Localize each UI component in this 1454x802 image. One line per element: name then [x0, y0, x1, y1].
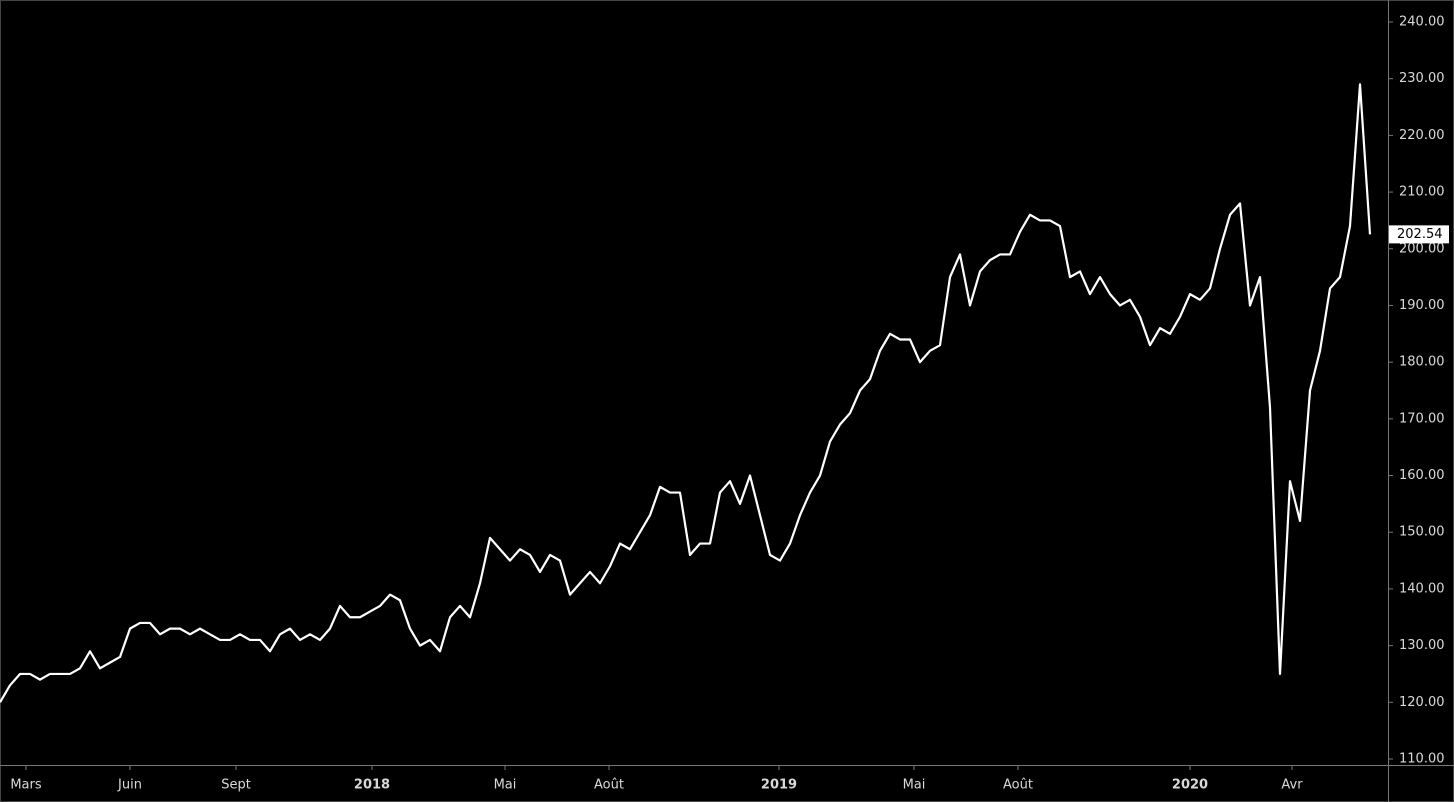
- x-tick-label: Mars: [10, 778, 42, 793]
- x-tick-label: Sept: [221, 778, 251, 793]
- x-tick-label: 2020: [1172, 778, 1208, 793]
- y-tick-label: 210.00: [1399, 185, 1445, 200]
- y-tick-label: 240.00: [1399, 15, 1445, 30]
- y-tick-label: 120.00: [1399, 695, 1445, 710]
- y-tick-label: 110.00: [1399, 752, 1445, 767]
- x-tick-label: 2019: [761, 778, 797, 793]
- x-tick-label: 2018: [354, 778, 390, 793]
- x-tick-label: Avr: [1281, 778, 1303, 793]
- y-tick-label: 200.00: [1399, 241, 1445, 256]
- y-tick-label: 140.00: [1399, 581, 1445, 596]
- x-tick-label: Août: [1003, 778, 1033, 793]
- y-tick-label: 190.00: [1399, 298, 1445, 313]
- x-tick-label: Juin: [117, 778, 142, 793]
- x-tick-label: Août: [594, 778, 624, 793]
- y-tick-label: 170.00: [1399, 411, 1445, 426]
- x-tick-label: Mai: [903, 778, 926, 793]
- y-tick-label: 230.00: [1399, 71, 1445, 86]
- last-price-label: 202.54: [1397, 227, 1443, 242]
- last-price-box: [1389, 225, 1449, 244]
- y-tick-label: 150.00: [1399, 525, 1445, 540]
- y-tick-label: 130.00: [1399, 638, 1445, 653]
- price-line: [0, 83, 1372, 703]
- x-tick-label: Mai: [494, 778, 517, 793]
- y-tick-label: 180.00: [1399, 355, 1445, 370]
- y-tick-label: 220.00: [1399, 128, 1445, 143]
- y-tick-label: 160.00: [1399, 468, 1445, 483]
